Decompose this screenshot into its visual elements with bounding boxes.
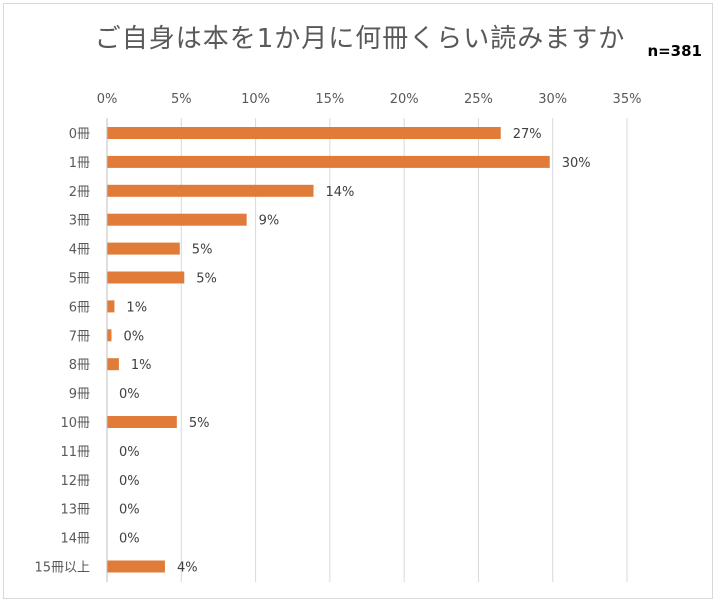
x-tick-label: 15% xyxy=(315,92,344,107)
bar xyxy=(107,560,165,573)
data-label: 14% xyxy=(326,185,355,200)
chart-frame xyxy=(3,3,713,599)
x-tick-label: 35% xyxy=(613,92,642,107)
category-label: 2冊 xyxy=(69,185,90,200)
category-label: 5冊 xyxy=(69,272,90,287)
bar xyxy=(107,329,112,342)
category-label: 0冊 xyxy=(69,127,90,142)
data-label: 0% xyxy=(119,503,140,518)
data-label: 0% xyxy=(119,387,140,402)
category-label: 11冊 xyxy=(60,445,90,460)
data-label: 4% xyxy=(177,561,198,576)
data-label: 5% xyxy=(189,416,210,431)
x-tick-label: 20% xyxy=(390,92,419,107)
category-label: 4冊 xyxy=(69,243,90,258)
data-label: 0% xyxy=(123,329,144,344)
bar xyxy=(107,184,314,197)
category-label: 1冊 xyxy=(69,156,90,171)
bar xyxy=(107,242,180,255)
data-label: 0% xyxy=(119,532,140,547)
category-label: 7冊 xyxy=(69,329,90,344)
sample-size-label: n=381 xyxy=(647,42,702,60)
bar xyxy=(107,300,115,313)
data-label: 5% xyxy=(196,272,217,287)
x-tick-label: 0% xyxy=(97,92,118,107)
data-label: 1% xyxy=(131,358,152,373)
data-label: 9% xyxy=(259,214,280,229)
bar xyxy=(107,416,177,428)
bar xyxy=(107,358,119,371)
bar xyxy=(107,127,501,139)
category-label: 9冊 xyxy=(69,387,90,402)
bar xyxy=(107,213,247,226)
bar xyxy=(107,271,185,284)
category-label: 6冊 xyxy=(69,300,90,315)
category-label: 10冊 xyxy=(60,416,90,431)
x-tick-label: 30% xyxy=(538,92,567,107)
data-label: 0% xyxy=(119,474,140,489)
data-label: 27% xyxy=(513,127,542,142)
x-tick-label: 5% xyxy=(171,92,192,107)
category-label: 15冊以上 xyxy=(34,561,90,576)
bar xyxy=(107,155,550,168)
category-label: 12冊 xyxy=(60,474,90,489)
data-label: 0% xyxy=(119,445,140,460)
x-tick-label: 10% xyxy=(241,92,270,107)
data-label: 30% xyxy=(562,156,591,171)
chart-title: ご自身は本を1か月に何冊くらい読みますか xyxy=(94,24,626,54)
category-label: 13冊 xyxy=(60,503,90,518)
data-label: 1% xyxy=(126,300,147,315)
category-label: 14冊 xyxy=(60,532,90,547)
category-label: 8冊 xyxy=(69,358,90,373)
x-tick-label: 25% xyxy=(464,92,493,107)
category-label: 3冊 xyxy=(69,214,90,229)
data-label: 5% xyxy=(192,243,213,258)
